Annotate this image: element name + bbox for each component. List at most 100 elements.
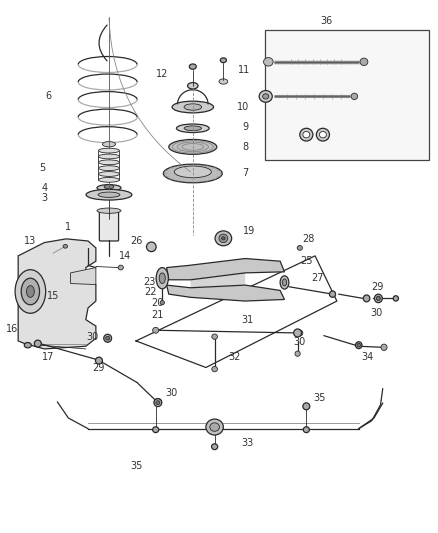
Text: 35: 35 — [130, 461, 142, 471]
Ellipse shape — [174, 166, 212, 177]
Ellipse shape — [300, 128, 313, 141]
Ellipse shape — [104, 334, 112, 342]
Ellipse shape — [376, 296, 380, 301]
Text: 32: 32 — [228, 352, 240, 362]
Ellipse shape — [329, 291, 336, 297]
Ellipse shape — [98, 192, 120, 197]
Text: 30: 30 — [293, 337, 306, 347]
Ellipse shape — [356, 342, 362, 349]
Ellipse shape — [295, 351, 300, 357]
Ellipse shape — [212, 444, 218, 450]
Ellipse shape — [293, 329, 301, 337]
Ellipse shape — [283, 279, 287, 286]
Text: 25: 25 — [300, 256, 313, 266]
Text: 30: 30 — [370, 308, 382, 318]
Ellipse shape — [177, 124, 209, 133]
Ellipse shape — [357, 343, 360, 347]
Ellipse shape — [99, 160, 120, 165]
Ellipse shape — [154, 399, 162, 407]
Polygon shape — [191, 273, 245, 288]
Text: 35: 35 — [313, 393, 325, 403]
Text: 26: 26 — [130, 236, 142, 246]
Ellipse shape — [21, 278, 39, 305]
Ellipse shape — [189, 64, 196, 69]
Polygon shape — [71, 268, 96, 285]
Text: 30: 30 — [165, 388, 177, 398]
Ellipse shape — [118, 265, 124, 270]
Ellipse shape — [15, 270, 46, 313]
Text: 27: 27 — [311, 273, 324, 283]
Text: 29: 29 — [93, 362, 105, 373]
Text: 11: 11 — [238, 65, 251, 75]
Ellipse shape — [374, 294, 382, 303]
Ellipse shape — [210, 423, 219, 431]
Bar — [265, 30, 428, 160]
Text: 19: 19 — [244, 226, 256, 236]
Ellipse shape — [97, 208, 121, 213]
Text: 4: 4 — [41, 183, 47, 193]
Ellipse shape — [319, 132, 326, 138]
Ellipse shape — [106, 336, 110, 340]
Ellipse shape — [303, 132, 310, 138]
Text: 33: 33 — [241, 438, 254, 448]
Text: 16: 16 — [6, 324, 18, 334]
Ellipse shape — [152, 327, 159, 333]
Text: 1: 1 — [65, 222, 71, 232]
Ellipse shape — [97, 184, 121, 191]
Polygon shape — [166, 259, 285, 280]
Polygon shape — [166, 285, 285, 301]
Text: 21: 21 — [151, 310, 163, 320]
Ellipse shape — [219, 234, 228, 243]
Ellipse shape — [26, 286, 34, 297]
Ellipse shape — [159, 273, 165, 284]
Ellipse shape — [259, 91, 272, 102]
Ellipse shape — [303, 427, 309, 433]
Ellipse shape — [99, 166, 120, 171]
Ellipse shape — [99, 177, 120, 182]
Ellipse shape — [172, 101, 214, 113]
Ellipse shape — [95, 357, 102, 364]
Ellipse shape — [160, 301, 164, 305]
Ellipse shape — [280, 276, 289, 289]
Text: 28: 28 — [302, 234, 314, 244]
Ellipse shape — [263, 94, 269, 99]
Text: 30: 30 — [86, 332, 99, 342]
Text: 20: 20 — [152, 297, 164, 308]
Ellipse shape — [393, 296, 399, 301]
Ellipse shape — [34, 340, 41, 347]
Text: 5: 5 — [39, 163, 45, 173]
Ellipse shape — [297, 246, 302, 251]
Ellipse shape — [156, 401, 160, 405]
Text: 29: 29 — [371, 282, 383, 292]
Ellipse shape — [184, 126, 201, 131]
Ellipse shape — [187, 83, 198, 89]
Ellipse shape — [154, 399, 161, 406]
Ellipse shape — [219, 79, 228, 84]
Ellipse shape — [24, 343, 31, 348]
Text: 10: 10 — [237, 102, 249, 112]
Ellipse shape — [86, 189, 132, 200]
Ellipse shape — [351, 93, 357, 100]
Text: 31: 31 — [241, 314, 254, 325]
Ellipse shape — [222, 237, 225, 240]
Ellipse shape — [212, 367, 218, 372]
Text: 36: 36 — [320, 16, 332, 26]
Ellipse shape — [147, 242, 156, 252]
Text: 3: 3 — [41, 193, 47, 204]
Ellipse shape — [220, 58, 226, 62]
Text: 14: 14 — [119, 251, 131, 261]
Ellipse shape — [63, 245, 67, 248]
Ellipse shape — [297, 330, 303, 336]
Text: 22: 22 — [144, 287, 156, 297]
Ellipse shape — [169, 140, 217, 155]
Text: 7: 7 — [242, 168, 248, 179]
Text: 12: 12 — [156, 69, 169, 79]
Text: 17: 17 — [42, 352, 54, 362]
Text: 23: 23 — [143, 278, 155, 287]
Ellipse shape — [152, 427, 159, 433]
Ellipse shape — [215, 231, 232, 246]
Ellipse shape — [99, 172, 120, 176]
Ellipse shape — [99, 148, 120, 153]
Text: 13: 13 — [24, 236, 36, 246]
Ellipse shape — [316, 128, 329, 141]
